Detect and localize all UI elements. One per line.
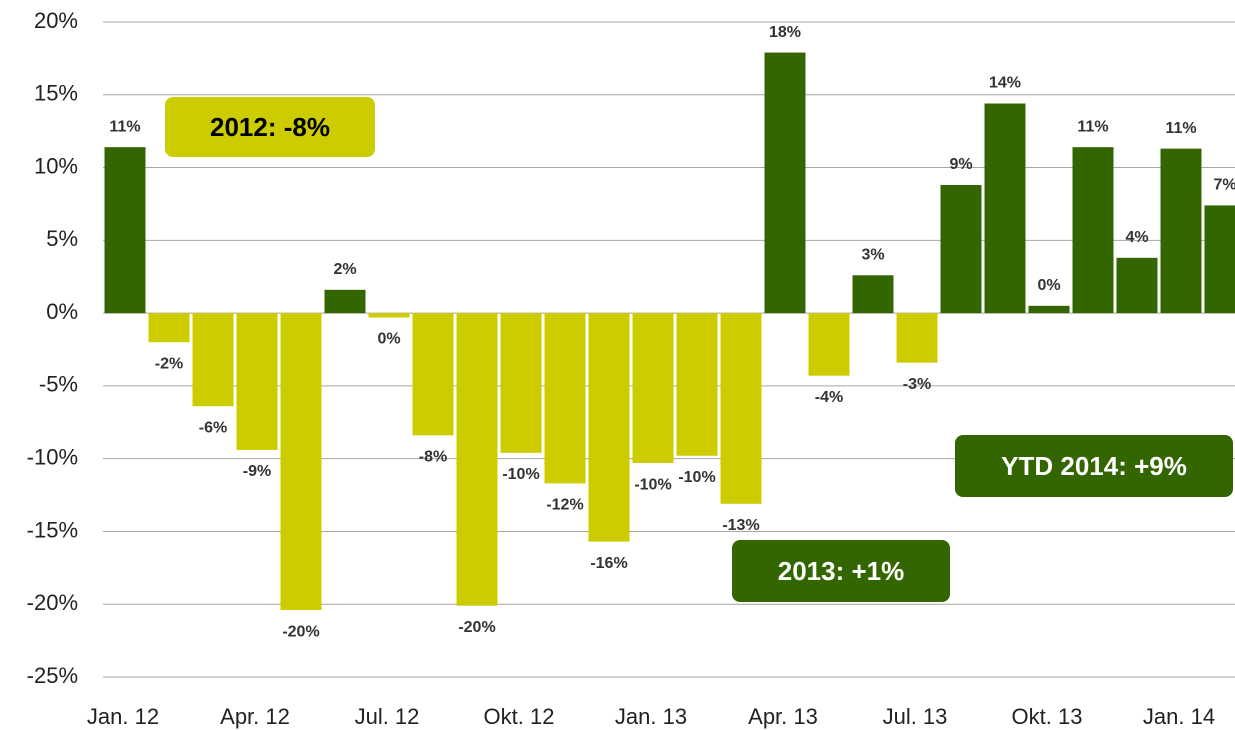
bar	[412, 313, 454, 436]
value-label: 18%	[769, 24, 801, 41]
y-tick-label: 15%	[34, 81, 78, 106]
x-tick-label: Jul. 12	[355, 704, 420, 729]
annotation-text: YTD 2014: +9%	[1001, 451, 1187, 481]
bar	[148, 313, 190, 343]
value-label: -3%	[903, 376, 931, 393]
y-tick-label: 10%	[34, 153, 78, 178]
y-tick-label: 20%	[34, 8, 78, 33]
bar	[1204, 205, 1235, 314]
annotation-box	[165, 97, 375, 157]
y-tick-label: -20%	[27, 590, 78, 615]
value-label: -20%	[282, 623, 319, 640]
y-tick-label: 5%	[46, 226, 78, 251]
bar	[588, 313, 630, 542]
x-tick-label: Jan. 13	[615, 704, 687, 729]
bar	[192, 313, 234, 407]
value-label: -10%	[502, 466, 539, 483]
bar	[500, 313, 542, 453]
value-label: -9%	[243, 463, 271, 480]
y-tick-label: 0%	[46, 299, 78, 324]
bar	[456, 313, 498, 606]
value-label: -20%	[458, 619, 495, 636]
bar	[544, 313, 586, 484]
bar	[764, 52, 806, 314]
bar	[368, 313, 410, 318]
bar	[324, 289, 366, 314]
value-label: 9%	[949, 156, 972, 173]
annotation-box	[955, 435, 1233, 497]
bar	[984, 103, 1026, 314]
bar	[896, 313, 938, 363]
bar	[1116, 257, 1158, 314]
bar	[676, 313, 718, 456]
value-label: -13%	[722, 517, 759, 534]
bar	[1072, 147, 1114, 314]
bar	[940, 185, 982, 314]
bar	[1160, 148, 1202, 314]
value-label: 11%	[1077, 118, 1108, 135]
bar	[104, 147, 146, 314]
x-tick-label: Okt. 13	[1012, 704, 1083, 729]
value-label: -12%	[546, 497, 583, 514]
x-tick-label: Apr. 12	[220, 704, 290, 729]
y-tick-label: -5%	[39, 372, 78, 397]
value-label: 4%	[1125, 229, 1148, 246]
x-tick-label: Jan. 12	[87, 704, 159, 729]
bar	[808, 313, 850, 376]
value-label: 7%	[1213, 177, 1235, 194]
value-label: 11%	[109, 118, 140, 135]
value-label: -16%	[590, 555, 627, 572]
bar	[280, 313, 322, 611]
y-tick-label: -15%	[27, 517, 78, 542]
value-label: -8%	[419, 449, 447, 466]
bar	[632, 313, 674, 464]
x-tick-label: Jan. 14	[1143, 704, 1215, 729]
y-tick-label: -10%	[27, 444, 78, 469]
y-tick-label: -25%	[27, 663, 78, 688]
value-label: -10%	[678, 469, 715, 486]
x-tick-label: Apr. 13	[748, 704, 818, 729]
value-label: 2%	[333, 261, 356, 278]
value-label: -6%	[199, 419, 227, 436]
value-label: 0%	[377, 331, 400, 348]
value-label: -2%	[155, 355, 183, 372]
annotation-text: 2012: -8%	[210, 112, 330, 142]
value-label: 0%	[1037, 277, 1060, 294]
bar	[1028, 305, 1070, 314]
value-label: -10%	[634, 476, 671, 493]
bar	[852, 275, 894, 314]
bar	[720, 313, 762, 504]
value-label: 3%	[861, 246, 884, 263]
x-tick-label: Jul. 13	[883, 704, 948, 729]
bar	[236, 313, 278, 450]
value-label: 11%	[1165, 120, 1196, 137]
annotation-box	[732, 540, 950, 602]
value-label: 14%	[989, 75, 1021, 92]
annotation-text: 2013: +1%	[778, 556, 904, 586]
x-tick-label: Okt. 12	[484, 704, 555, 729]
value-label: -4%	[815, 389, 843, 406]
